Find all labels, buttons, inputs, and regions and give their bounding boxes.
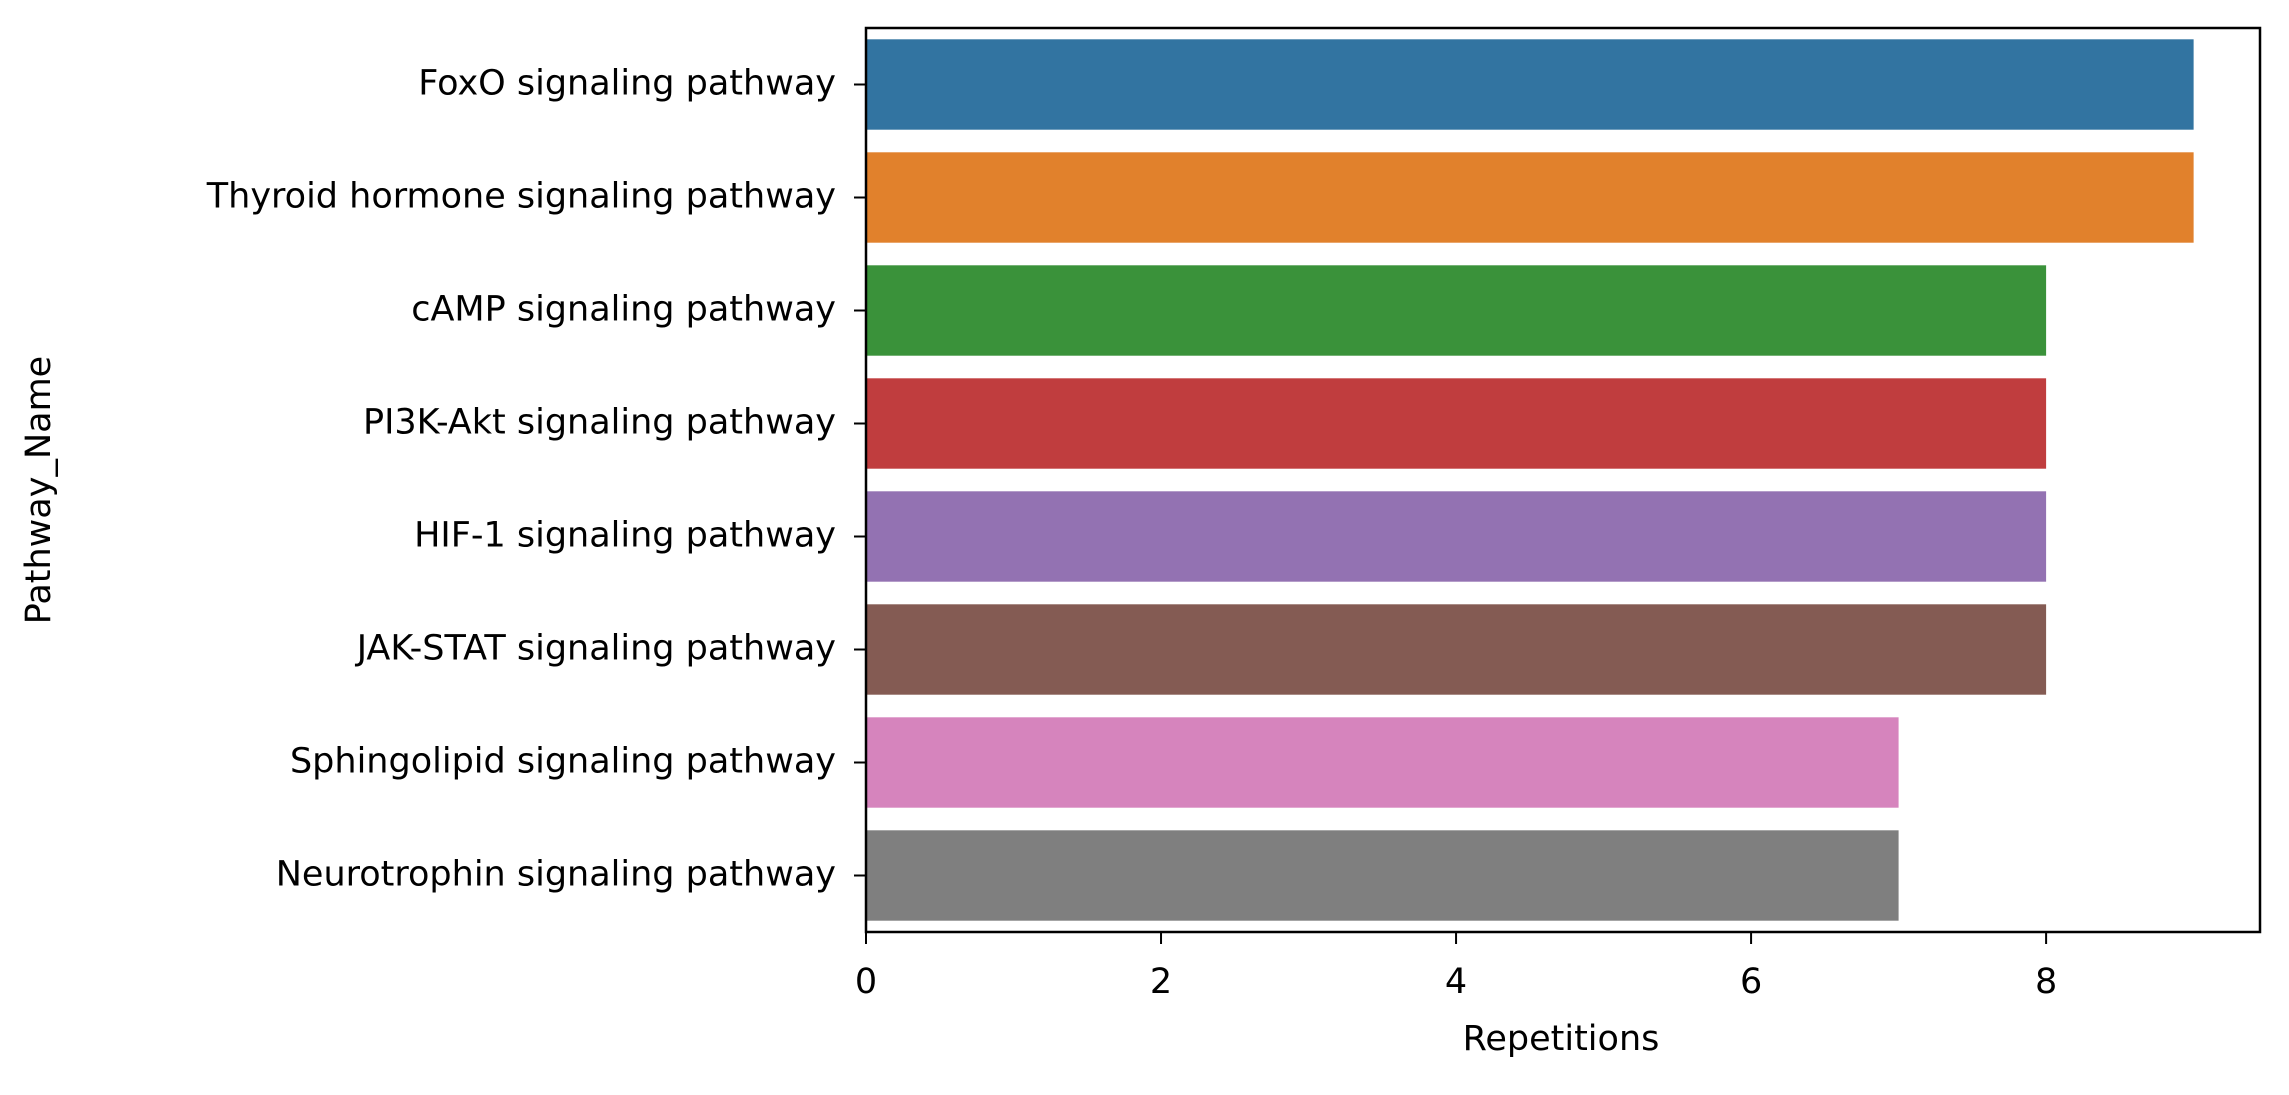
x-tick-label: 2	[1150, 962, 1172, 1002]
plot-frame	[864, 26, 2262, 934]
y-tick-label: PI3K-Akt signaling pathway	[363, 403, 836, 443]
bar	[866, 39, 2194, 130]
y-tick-label: Neurotrophin signaling pathway	[276, 855, 836, 895]
x-tick-label: 8	[2035, 962, 2057, 1002]
x-axis-label: Repetitions	[1463, 1019, 1660, 1059]
y-axis-ticks: FoxO signaling pathway Thyroid hormone si…	[206, 64, 866, 895]
y-tick-label: Sphingolipid signaling pathway	[290, 742, 836, 782]
bars-layer	[866, 39, 2194, 921]
x-axis-ticks: 0 2 4 6 8	[855, 932, 2057, 1002]
x-tick-label: 4	[1445, 962, 1467, 1002]
bar	[866, 717, 1899, 808]
bar	[866, 152, 2194, 243]
y-tick-label: HIF-1 signaling pathway	[414, 516, 836, 556]
x-tick-label: 6	[1740, 962, 1762, 1002]
bar	[866, 830, 1899, 921]
y-tick-label: cAMP signaling pathway	[411, 290, 836, 330]
y-tick-label: Thyroid hormone signaling pathway	[206, 177, 836, 217]
bar	[866, 491, 2047, 582]
bar	[866, 265, 2047, 356]
x-tick-label: 0	[855, 962, 877, 1002]
bar	[866, 604, 2047, 695]
y-tick-label: JAK-STAT signaling pathway	[355, 629, 836, 669]
y-tick-label: FoxO signaling pathway	[418, 64, 836, 104]
bar	[866, 378, 2047, 469]
y-axis-label: Pathway_Name	[19, 356, 59, 624]
